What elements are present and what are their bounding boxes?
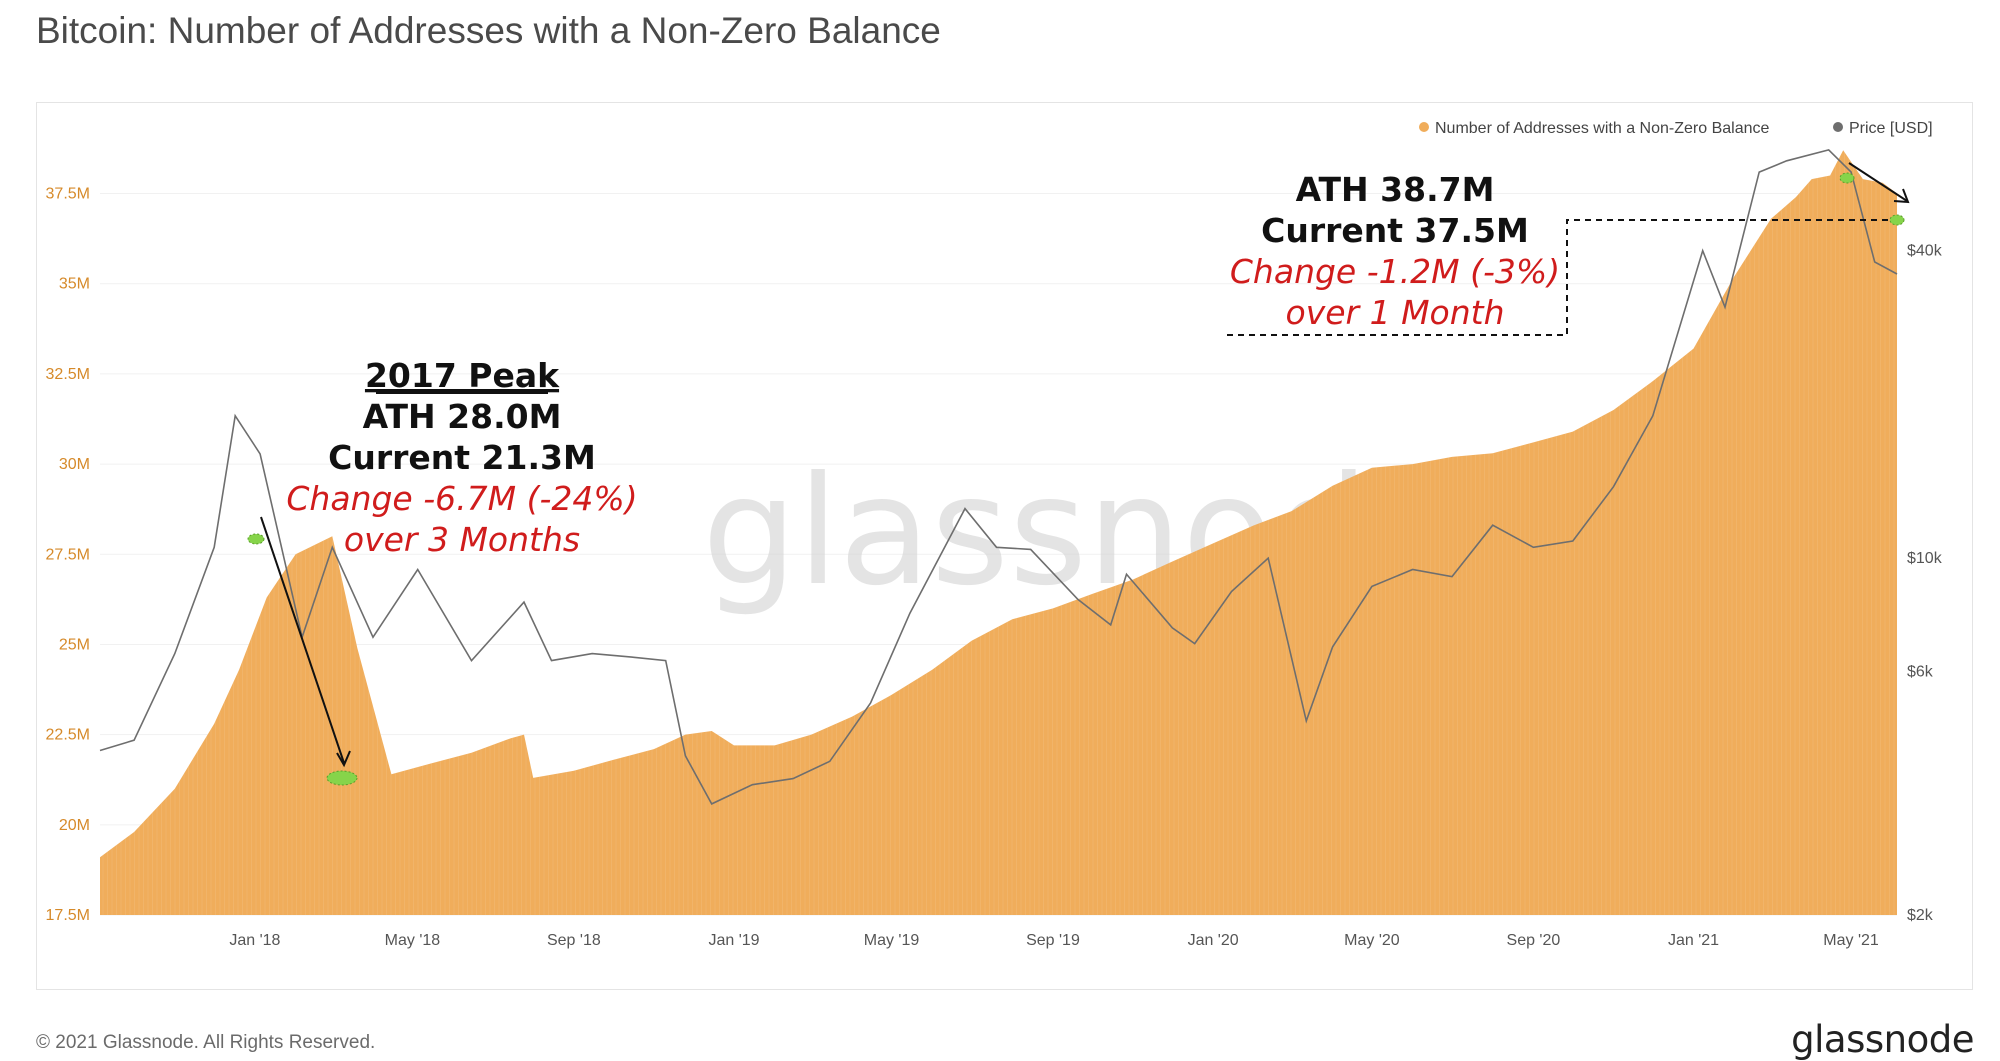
page-title: Bitcoin: Number of Addresses with a Non-… xyxy=(36,10,941,51)
left-tick-label: 37.5M xyxy=(46,186,90,203)
x-tick-label: Jan '20 xyxy=(1188,932,1239,949)
legend-label-addresses: Number of Addresses with a Non-Zero Bala… xyxy=(1435,120,1769,137)
footer-copyright: © 2021 Glassnode. All Rights Reserved. xyxy=(36,1032,376,1053)
annotation-1-line-4: Change -6.7M (-24%) xyxy=(286,479,637,518)
addresses-area xyxy=(100,150,1897,915)
x-tick-label: Jan '21 xyxy=(1668,932,1719,949)
x-tick-label: Jan '18 xyxy=(229,932,280,949)
right-tick-label: $2k xyxy=(1907,907,1934,924)
annotation-1-line-1: 2017 Peak xyxy=(365,356,560,395)
annotation-2-dashed-box xyxy=(1227,219,1898,336)
annotation-1-line-3: Current 21.3M xyxy=(328,438,596,477)
annotation-1-peak-marker xyxy=(247,533,265,545)
annotation-1-arrow xyxy=(260,516,345,764)
glassnode-logo: glassnode xyxy=(1791,1018,1974,1061)
right-tick-label: $6k xyxy=(1907,663,1934,680)
left-tick-label: 35M xyxy=(59,276,90,293)
annotation-2017-peak: 2017 Peak ATH 28.0M Current 21.3M Change… xyxy=(247,356,638,786)
legend-swatch-price xyxy=(1833,122,1843,132)
x-tick-label: May '21 xyxy=(1823,932,1879,949)
left-tick-label: 32.5M xyxy=(46,366,90,383)
annotation-1-line-5: over 3 Months xyxy=(344,520,580,559)
annotation-2-line-3: Change -1.2M (-3%) xyxy=(1230,252,1560,291)
x-tick-label: May '20 xyxy=(1344,932,1400,949)
annotation-2-line-2: Current 37.5M xyxy=(1261,211,1529,250)
annotation-2-arrow xyxy=(1848,162,1908,202)
left-tick-label: 30M xyxy=(59,456,90,473)
legend-label-price: Price [USD] xyxy=(1849,120,1933,137)
legend-swatch-addresses xyxy=(1419,122,1429,132)
annotation-2021-ath: ATH 38.7M Current 37.5M Change -1.2M (-3… xyxy=(1227,162,1910,336)
left-tick-label: 27.5M xyxy=(46,546,90,563)
x-tick-label: May '19 xyxy=(864,932,920,949)
annotation-2-ath-marker xyxy=(1839,172,1855,184)
left-axis-ticks: 17.5M 20M 22.5M 25M 27.5M 30M 32.5M 35M 37.5M xyxy=(46,186,90,924)
chart-frame: glassnode 17.5M 20M 22.5M 25M 27.5M 30M 32.5M 3… xyxy=(36,102,1973,990)
right-tick-label: $40k xyxy=(1907,243,1943,260)
x-tick-label: Sep '18 xyxy=(547,932,601,949)
left-tick-label: 17.5M xyxy=(46,907,90,924)
annotation-2-arrowhead xyxy=(1893,188,1910,204)
right-axis-ticks: $2k $6k $10k $40k xyxy=(1907,243,1943,924)
annotation-2-line-1: ATH 38.7M xyxy=(1296,170,1495,209)
left-tick-label: 22.5M xyxy=(46,727,90,744)
annotation-1-current-marker xyxy=(326,770,358,786)
x-tick-label: May '18 xyxy=(385,932,441,949)
annotation-2-line-4: over 1 Month xyxy=(1286,293,1505,332)
annotation-1-arrowhead xyxy=(336,750,351,768)
price-line xyxy=(99,149,1898,805)
x-tick-label: Sep '20 xyxy=(1507,932,1561,949)
x-tick-label: Sep '19 xyxy=(1026,932,1080,949)
legend: Number of Addresses with a Non-Zero Bala… xyxy=(1419,120,1933,137)
annotation-1-line-2: ATH 28.0M xyxy=(363,397,562,436)
left-tick-label: 20M xyxy=(59,817,90,834)
left-tick-label: 25M xyxy=(59,636,90,653)
right-tick-label: $10k xyxy=(1907,550,1943,567)
chart-svg: glassnode 17.5M20M22.5M25M27.5M30M32.5M3… xyxy=(46,120,1943,949)
x-axis-ticks: Jan '18 May '18 Sep '18 Jan '19 May '19 Sep '… xyxy=(229,932,1879,949)
annotation-2-current-marker xyxy=(1889,214,1905,226)
x-tick-label: Jan '19 xyxy=(708,932,759,949)
